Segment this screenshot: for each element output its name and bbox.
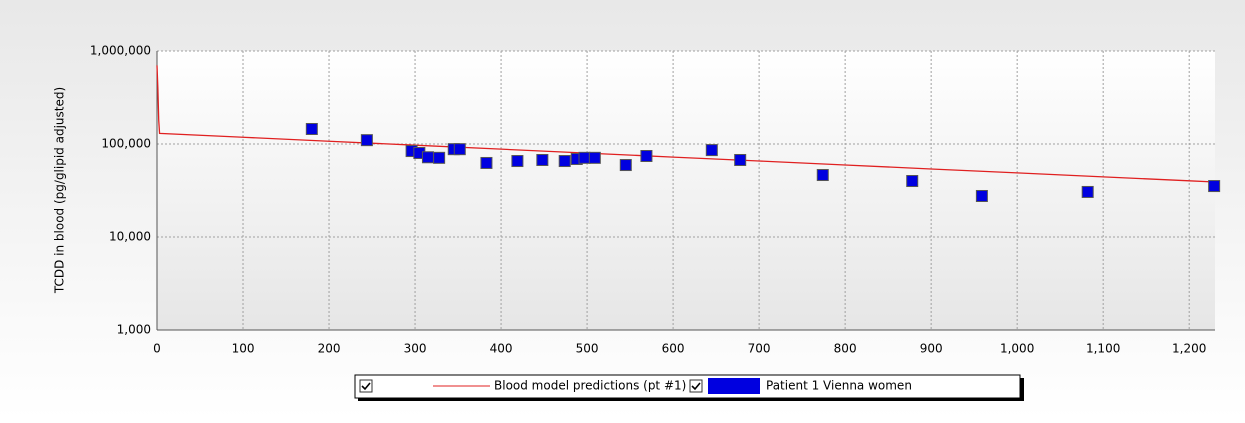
data-point <box>975 189 988 202</box>
x-tick-label: 1,000 <box>1000 342 1034 356</box>
checkbox[interactable] <box>359 379 373 393</box>
data-point <box>906 175 919 188</box>
x-tick-label: 200 <box>318 342 341 356</box>
x-tick-label: 0 <box>153 342 161 356</box>
data-point <box>588 151 601 164</box>
legend-label: Patient 1 Vienna women <box>766 379 912 393</box>
x-tick-label: 500 <box>576 342 599 356</box>
y-tick-label: 10,000 <box>109 230 151 244</box>
x-tick-label: 800 <box>834 342 857 356</box>
data-point <box>511 155 524 168</box>
y-tick-label: 1,000 <box>117 323 151 337</box>
legend: Blood model predictions (pt #1) Patient … <box>354 374 1024 401</box>
data-point <box>433 151 446 164</box>
data-point <box>816 169 829 182</box>
y-tick-label: 1,000,000 <box>90 44 151 58</box>
check <box>691 382 701 391</box>
legend-swatch <box>708 378 760 394</box>
data-point <box>305 122 318 135</box>
data-point <box>453 143 466 156</box>
data-point <box>705 144 718 157</box>
data-point <box>1081 185 1094 198</box>
plot-area <box>157 51 1215 330</box>
x-tick-label: 300 <box>404 342 427 356</box>
data-point <box>360 134 373 147</box>
data-point <box>421 151 434 164</box>
x-tick-label: 100 <box>232 342 255 356</box>
checkbox[interactable] <box>689 379 703 393</box>
x-tick-label: 400 <box>490 342 513 356</box>
x-tick-label: 1,100 <box>1086 342 1120 356</box>
y-tick-label: 100,000 <box>101 137 151 151</box>
y-axis-label: TCDD in blood (pg/glipid adjusted) <box>53 87 67 294</box>
data-point <box>619 159 632 172</box>
check <box>361 382 371 391</box>
x-tick-label: 700 <box>748 342 771 356</box>
x-tick-label: 900 <box>920 342 943 356</box>
data-point <box>640 149 653 162</box>
data-point <box>480 156 493 169</box>
legend-box <box>354 374 1021 399</box>
data-point <box>536 153 549 166</box>
data-point <box>1208 180 1221 193</box>
x-tick-label: 1,200 <box>1172 342 1206 356</box>
x-tick-label: 600 <box>662 342 685 356</box>
data-point <box>734 153 747 166</box>
data-point <box>558 155 571 168</box>
legend-label: Blood model predictions (pt #1) <box>494 379 686 393</box>
data-point <box>578 151 591 164</box>
